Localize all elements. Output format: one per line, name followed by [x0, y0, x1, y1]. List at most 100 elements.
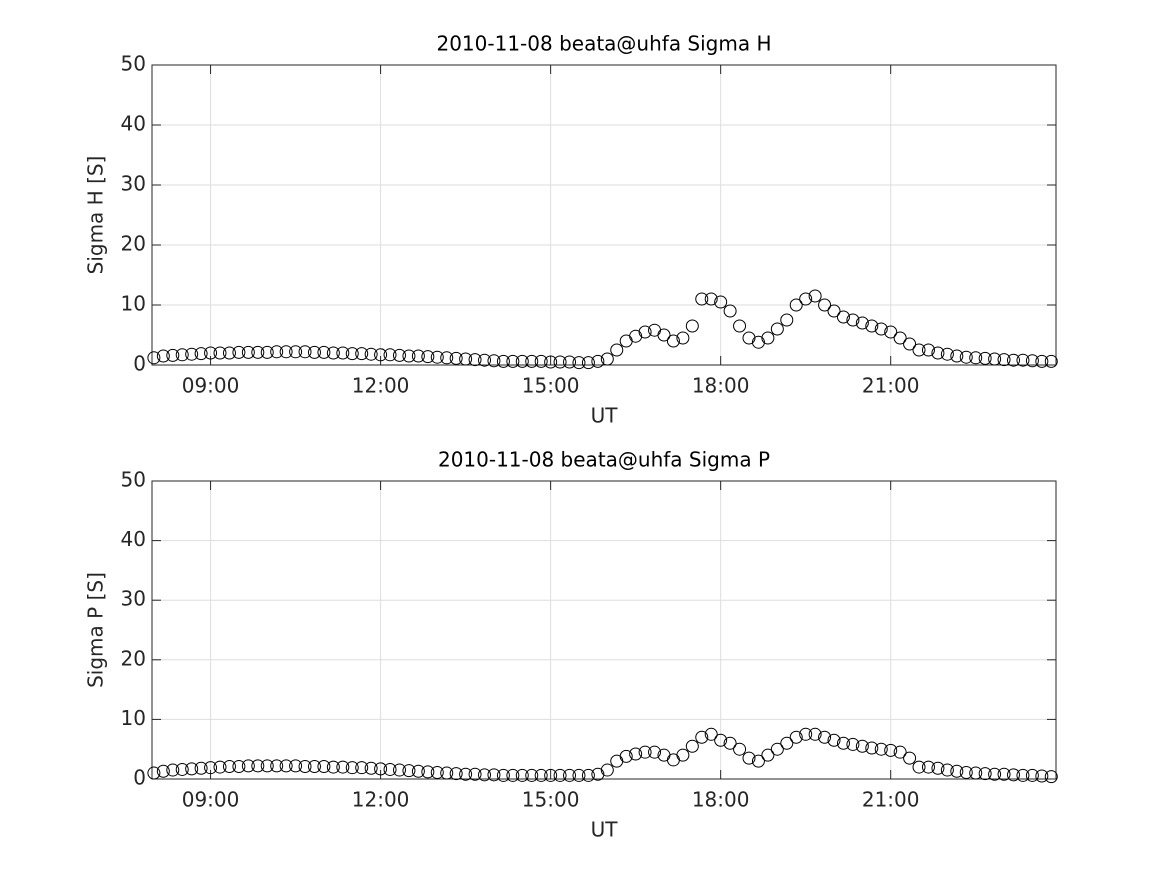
marker — [1006, 353, 1020, 367]
y-tick-label: 40 — [121, 527, 146, 551]
marker — [411, 349, 425, 363]
marker — [421, 765, 435, 779]
marker — [317, 345, 331, 359]
marker — [780, 313, 794, 327]
y-tick-label: 20 — [121, 646, 146, 670]
marker — [392, 348, 406, 362]
marker — [836, 736, 850, 750]
marker — [940, 763, 954, 777]
marker — [666, 334, 680, 348]
marker — [676, 748, 690, 762]
marker — [430, 350, 444, 364]
y-tick-label: 20 — [121, 232, 146, 256]
marker — [629, 747, 643, 761]
axes-box — [151, 64, 1057, 366]
marker — [147, 766, 161, 780]
marker — [383, 762, 397, 776]
marker — [345, 347, 359, 361]
marker — [969, 351, 983, 365]
marker — [459, 767, 473, 781]
marker — [704, 292, 718, 306]
marker — [204, 761, 218, 775]
marker — [591, 354, 605, 368]
x-tick-label: 09:00 — [182, 374, 240, 398]
marker — [515, 768, 529, 782]
marker — [969, 766, 983, 780]
marker — [950, 764, 964, 778]
marker — [874, 322, 888, 336]
marker — [374, 348, 388, 362]
marker — [307, 759, 321, 773]
marker — [903, 751, 917, 765]
marker — [827, 304, 841, 318]
marker — [336, 760, 350, 774]
marker — [204, 346, 218, 360]
marker — [364, 347, 378, 361]
marker — [676, 331, 690, 345]
marker — [402, 349, 416, 363]
marker — [147, 351, 161, 365]
marker — [600, 352, 614, 366]
marker — [534, 354, 548, 368]
marker — [156, 764, 170, 778]
marker — [581, 356, 595, 370]
marker — [931, 346, 945, 360]
marker — [326, 346, 340, 360]
marker — [194, 761, 208, 775]
marker — [487, 768, 501, 782]
marker — [789, 730, 803, 744]
marker — [478, 353, 492, 367]
marker — [978, 767, 992, 781]
marker — [714, 733, 728, 747]
marker — [563, 768, 577, 782]
marker — [185, 762, 199, 776]
marker — [241, 759, 255, 773]
marker — [222, 346, 236, 360]
marker — [525, 354, 539, 368]
marker — [581, 768, 595, 782]
chart-title: 2010-11-08 beata@uhfa Sigma P — [438, 448, 770, 472]
marker — [733, 319, 747, 333]
marker — [270, 759, 284, 773]
marker — [884, 325, 898, 339]
marker — [544, 768, 558, 782]
marker — [742, 751, 756, 765]
marker — [563, 355, 577, 369]
marker — [544, 355, 558, 369]
x-tick-label: 21:00 — [862, 788, 920, 812]
marker — [846, 313, 860, 327]
marker — [251, 345, 265, 359]
y-axis-label: Sigma H [S] — [84, 156, 108, 275]
marker — [685, 739, 699, 753]
marker — [364, 761, 378, 775]
marker — [600, 763, 614, 777]
marker — [430, 765, 444, 779]
marker — [222, 759, 236, 773]
marker — [525, 768, 539, 782]
marker — [496, 354, 510, 368]
marker — [780, 736, 794, 750]
marker — [912, 760, 926, 774]
marker — [307, 345, 321, 359]
chart-title: 2010-11-08 beata@uhfa Sigma H — [436, 32, 771, 56]
marker — [808, 727, 822, 741]
marker — [733, 742, 747, 756]
marker — [487, 354, 501, 368]
marker — [799, 292, 813, 306]
marker — [1025, 768, 1039, 782]
plot-area — [152, 65, 1056, 365]
marker — [468, 767, 482, 781]
marker — [827, 733, 841, 747]
marker — [392, 763, 406, 777]
marker — [449, 351, 463, 365]
marker — [1044, 354, 1058, 368]
marker — [260, 759, 274, 773]
marker — [553, 355, 567, 369]
marker — [997, 767, 1011, 781]
marker — [818, 298, 832, 312]
marker — [704, 727, 718, 741]
marker — [572, 356, 586, 370]
x-axis-label: UT — [591, 404, 619, 428]
marker — [289, 759, 303, 773]
marker — [449, 767, 463, 781]
